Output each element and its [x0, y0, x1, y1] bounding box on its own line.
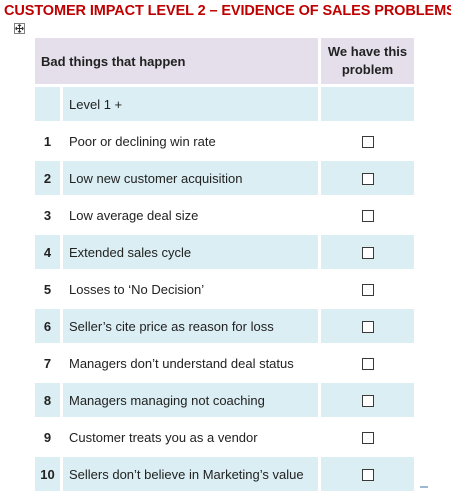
problem-checkbox[interactable]	[361, 469, 374, 482]
problem-checkbox[interactable]	[361, 173, 374, 186]
row-check-cell	[321, 235, 414, 269]
row-number: 4	[35, 235, 60, 269]
problem-checkbox[interactable]	[361, 210, 374, 223]
row-check-cell	[321, 420, 414, 454]
row-check-cell	[321, 309, 414, 343]
problem-checkbox[interactable]	[361, 321, 374, 334]
row-number: 7	[35, 346, 60, 380]
problem-checkbox[interactable]	[361, 284, 374, 297]
row-check-cell	[321, 198, 414, 232]
level-check-cell	[321, 87, 414, 121]
problem-rows: 1 Poor or declining win rate 2 Low new cust…	[35, 124, 414, 491]
column-header-have-problem-line2: problem	[341, 62, 394, 77]
problem-checkbox[interactable]	[361, 247, 374, 260]
row-number: 5	[35, 272, 60, 306]
resize-indicator	[420, 486, 428, 488]
page-title: CUSTOMER IMPACT LEVEL 2 – EVIDENCE OF SA…	[4, 3, 451, 19]
row-description: Sellers don’t believe in Marketing’s val…	[63, 457, 318, 491]
row-description: Low average deal size	[63, 198, 318, 232]
table-row: 7 Managers don’t understand deal status	[35, 346, 414, 380]
table-row: 3 Low average deal size	[35, 198, 414, 232]
column-header-have-problem: We have this problem	[321, 38, 414, 84]
table-row: 6 Seller’s cite price as reason for loss	[35, 309, 414, 343]
problem-checkbox[interactable]	[361, 358, 374, 371]
row-check-cell	[321, 124, 414, 158]
row-description: Seller’s cite price as reason for loss	[63, 309, 318, 343]
row-description: Poor or declining win rate	[63, 124, 318, 158]
table-row: 4 Extended sales cycle	[35, 235, 414, 269]
problem-checkbox[interactable]	[361, 395, 374, 408]
header-row: Bad things that happen We have this prob…	[35, 38, 414, 84]
row-number: 1	[35, 124, 60, 158]
row-check-cell	[321, 272, 414, 306]
row-number: 10	[35, 457, 60, 491]
row-description: Managers managing not coaching	[63, 383, 318, 417]
row-number: 8	[35, 383, 60, 417]
row-description: Extended sales cycle	[63, 235, 318, 269]
row-number: 9	[35, 420, 60, 454]
column-header-bad-things: Bad things that happen	[35, 38, 318, 84]
problems-table: Bad things that happen We have this prob…	[32, 35, 417, 494]
row-check-cell	[321, 346, 414, 380]
row-number: 3	[35, 198, 60, 232]
row-check-cell	[321, 161, 414, 195]
column-header-have-problem-line1: We have this	[327, 44, 408, 59]
row-description: Managers don’t understand deal status	[63, 346, 318, 380]
table-move-handle-icon[interactable]	[14, 23, 25, 34]
table-row: 8 Managers managing not coaching	[35, 383, 414, 417]
row-number: 2	[35, 161, 60, 195]
level-row: Level 1 +	[35, 87, 414, 121]
row-description: Losses to ‘No Decision’	[63, 272, 318, 306]
table-row: 2 Low new customer acquisition	[35, 161, 414, 195]
level-label: Level 1 +	[63, 87, 318, 121]
table-row: 9 Customer treats you as a vendor	[35, 420, 414, 454]
problem-checkbox[interactable]	[361, 136, 374, 149]
level-number-cell	[35, 87, 60, 121]
row-number: 6	[35, 309, 60, 343]
row-check-cell	[321, 383, 414, 417]
row-description: Customer treats you as a vendor	[63, 420, 318, 454]
row-check-cell	[321, 457, 414, 491]
row-description: Low new customer acquisition	[63, 161, 318, 195]
table-row: 5 Losses to ‘No Decision’	[35, 272, 414, 306]
table-row: 10 Sellers don’t believe in Marketing’s v…	[35, 457, 414, 491]
problem-checkbox[interactable]	[361, 432, 374, 445]
table-row: 1 Poor or declining win rate	[35, 124, 414, 158]
